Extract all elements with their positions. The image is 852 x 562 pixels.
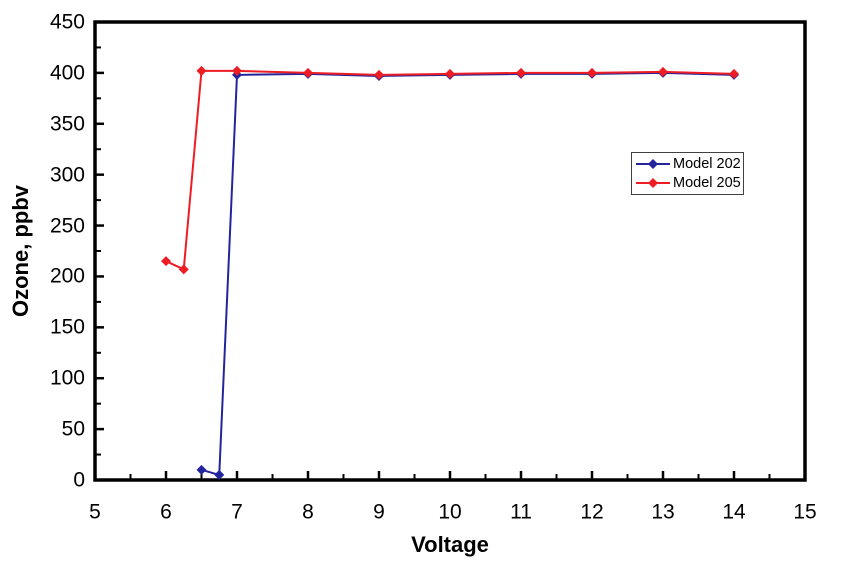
x-tick-label: 7	[231, 500, 243, 524]
x-tick-label: 8	[302, 500, 314, 524]
x-tick-label: 10	[438, 500, 462, 524]
legend-line-diamond-icon	[636, 177, 670, 188]
plot-frame	[93, 20, 807, 482]
series-markers-model-205	[161, 65, 739, 275]
legend-line-diamond-icon	[636, 159, 670, 170]
x-tick-label: 13	[651, 500, 675, 524]
y-tick-label: 350	[49, 112, 85, 136]
x-tick-label: 15	[793, 500, 817, 524]
x-tick-label: 9	[373, 500, 385, 524]
x-tick-label: 12	[580, 500, 604, 524]
legend-item-model-202: Model 202	[636, 155, 741, 173]
legend: Model 202 Model 205	[631, 152, 744, 195]
series-markers-model-202	[196, 67, 739, 480]
series-line-model-202	[201, 71, 735, 477]
legend-item-model-205: Model 205	[636, 174, 741, 192]
legend-label-model-202: Model 202	[673, 156, 741, 172]
x-tick-label: 6	[160, 500, 172, 524]
y-tick-label: 300	[49, 163, 85, 187]
legend-label-model-205: Model 205	[673, 174, 741, 191]
y-tick-label: 250	[49, 214, 85, 238]
x-tick-label: 5	[89, 500, 101, 524]
y-tick-label: 200	[49, 264, 85, 288]
x-tick-label: 14	[722, 500, 746, 524]
y-tick-label: 150	[49, 315, 85, 339]
y-tick-label: 50	[61, 417, 85, 441]
x-tick-label: 11	[510, 500, 532, 524]
y-tick-label: 0	[73, 468, 85, 492]
y-tick-label: 100	[49, 366, 85, 390]
y-tick-label: 400	[49, 61, 85, 85]
y-axis-ticks	[95, 20, 104, 482]
y-axis-title: Ozone, ppbv	[8, 185, 33, 317]
x-axis-ticks	[93, 471, 807, 480]
y-tick-label: 450	[49, 10, 85, 34]
x-axis-title: Voltage	[411, 532, 489, 557]
